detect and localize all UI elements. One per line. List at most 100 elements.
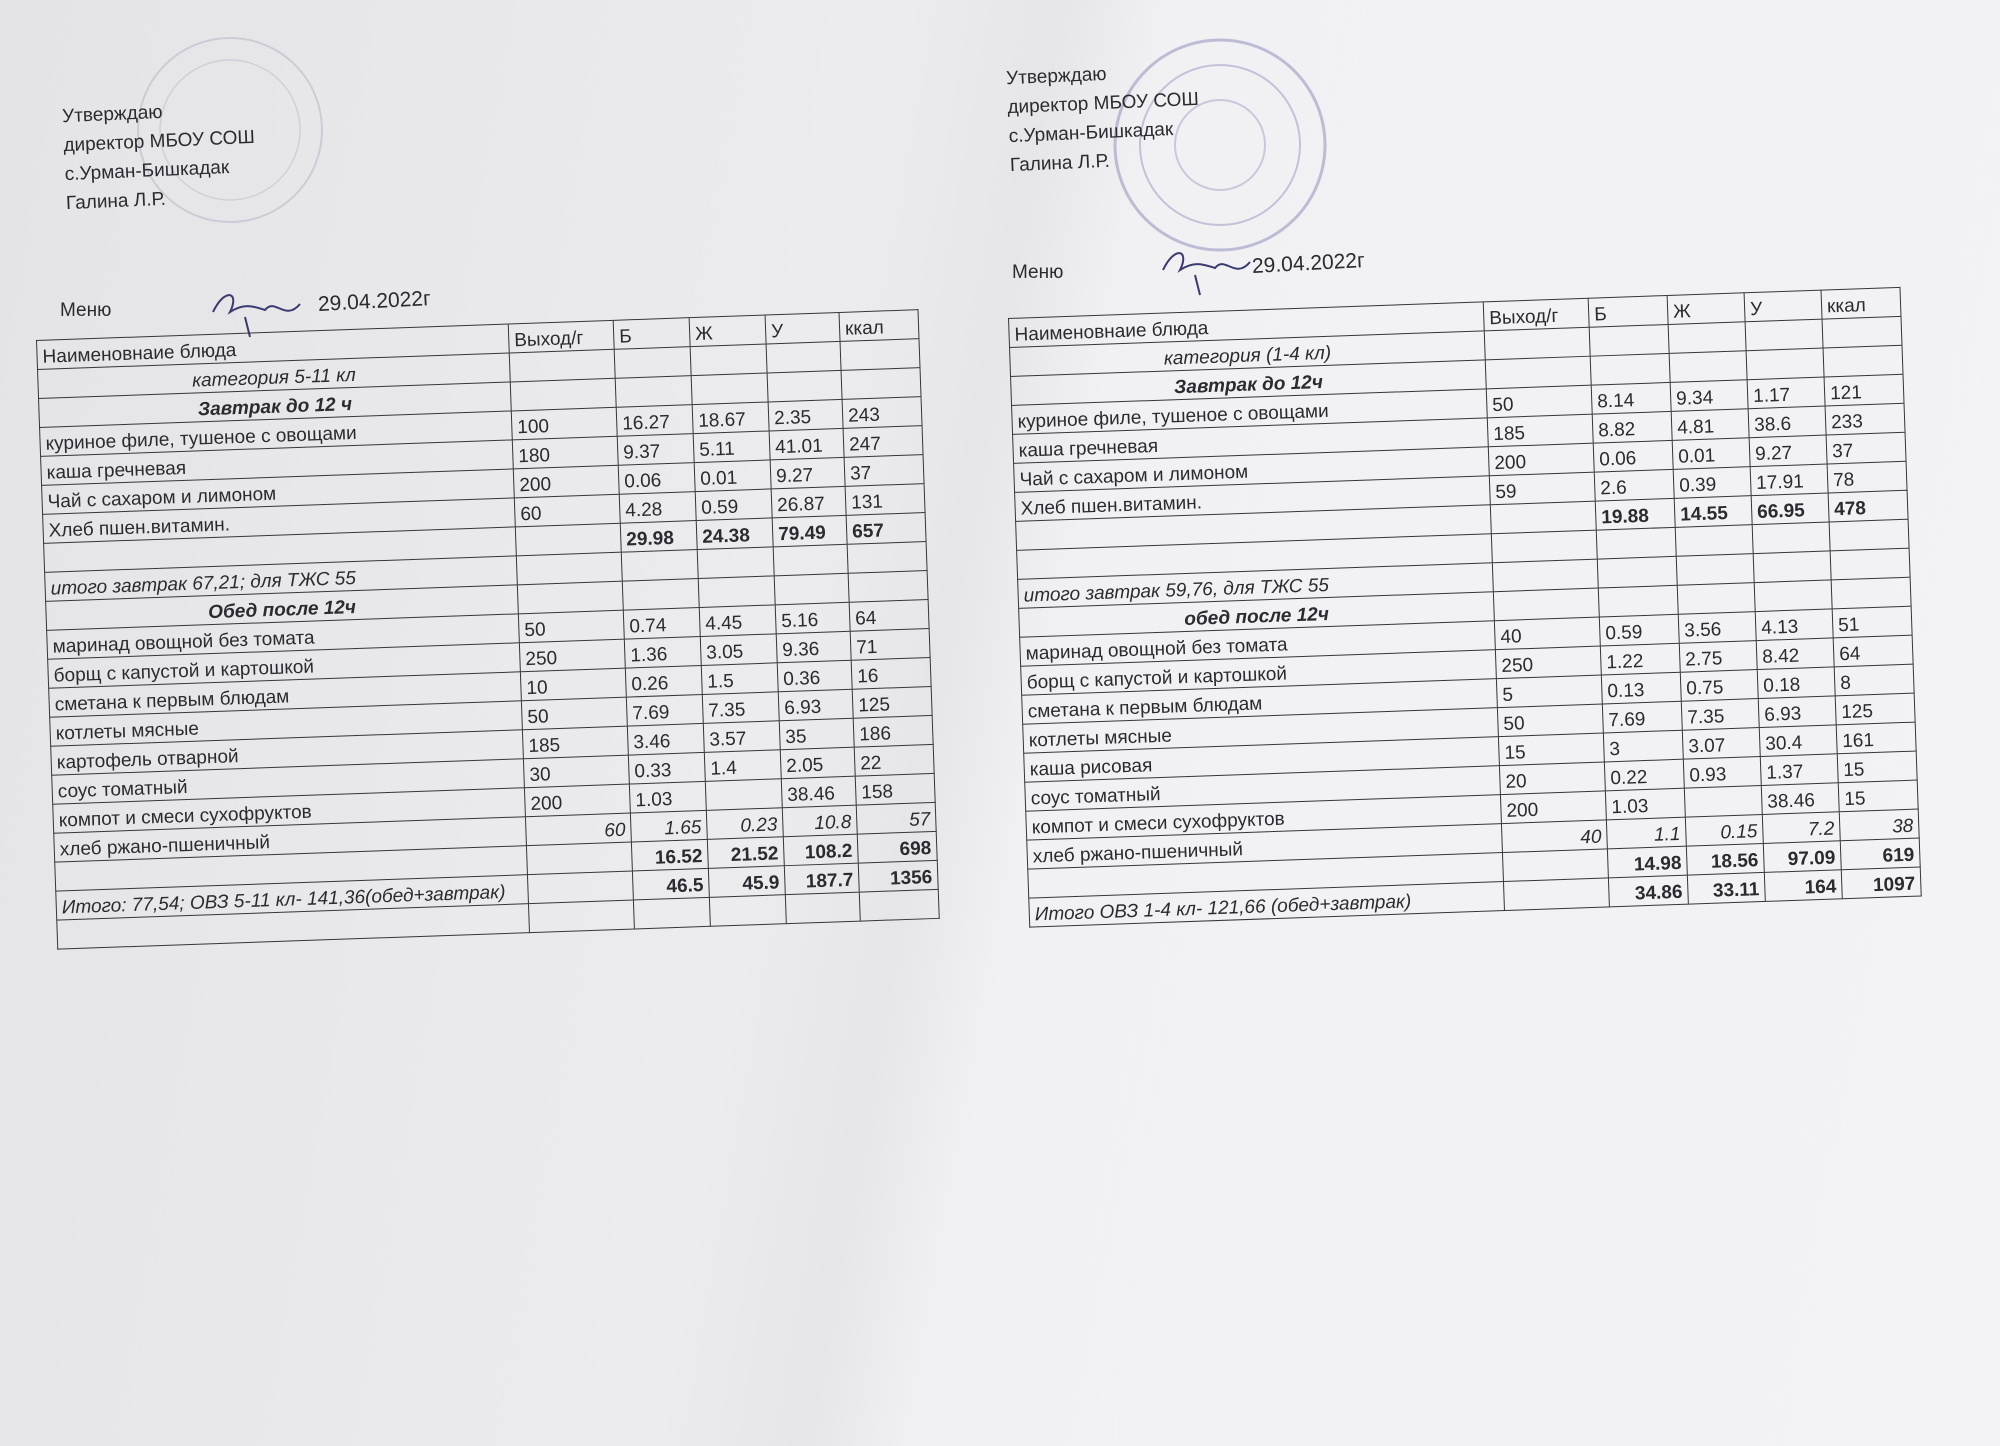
table-cell — [1492, 559, 1599, 592]
table-cell — [1752, 521, 1831, 554]
header-cell: ккал — [839, 309, 919, 342]
table-cell — [1493, 588, 1600, 621]
table-cell: 16.27 — [616, 404, 694, 437]
table-cell: 6.93 — [778, 689, 854, 721]
table-cell: 59 — [1489, 472, 1596, 505]
table-cell — [527, 871, 634, 904]
table-cell: 3.56 — [1678, 611, 1757, 644]
table-cell: 4.28 — [619, 491, 697, 524]
table-cell: 1.22 — [1600, 643, 1681, 676]
table-cell — [1596, 527, 1677, 560]
table-cell: 4.45 — [699, 604, 777, 637]
approval: Утверждаю директор МБОУ СОШ с.Урман-Бишк… — [62, 94, 258, 218]
table-cell: 657 — [846, 512, 927, 545]
table-cell: 16 — [851, 657, 932, 690]
table-cell — [709, 894, 787, 927]
table-cell: 9.36 — [776, 631, 852, 663]
table-cell: 97.09 — [1763, 840, 1842, 873]
table-cell — [698, 575, 776, 608]
table-cell: 15 — [1838, 780, 1919, 812]
table-cell: 35 — [779, 718, 855, 750]
table-cell — [1823, 345, 1904, 378]
table-cell: 8 — [1834, 664, 1915, 696]
table-cell — [785, 892, 861, 924]
table-cell: 22 — [854, 744, 935, 777]
header-cell: ккал — [1821, 287, 1901, 320]
table-cell: 247 — [843, 425, 924, 458]
table-cell — [697, 546, 775, 579]
table-cell: 200 — [1488, 443, 1595, 476]
table-cell: 187.7 — [784, 863, 860, 895]
table-cell — [1829, 519, 1910, 551]
table-cell: 64 — [1833, 635, 1914, 667]
header-cell: Ж — [1667, 292, 1746, 325]
header-cell: У — [765, 312, 841, 345]
table-cell: 131 — [845, 483, 926, 516]
table-cell — [840, 338, 921, 371]
table-cell: 0.22 — [1604, 759, 1685, 791]
header-cell: Ж — [689, 315, 767, 347]
table-cell: 0.75 — [1680, 669, 1759, 702]
table-cell — [773, 544, 849, 576]
table-cell: 30.4 — [1759, 724, 1838, 757]
table-cell: 185 — [522, 726, 629, 759]
table-cell — [1677, 582, 1756, 615]
table-cell: 0.23 — [706, 807, 784, 840]
table-cell: 250 — [1495, 646, 1602, 679]
table-cell — [509, 349, 616, 382]
table-cell — [1831, 577, 1912, 609]
table-cell — [1830, 548, 1911, 580]
table-cell: 0.59 — [695, 488, 773, 521]
table-cell — [766, 341, 842, 374]
table-cell: 41.01 — [769, 428, 845, 460]
table-cell — [859, 889, 940, 922]
table-cell — [621, 549, 699, 582]
table-cell: 18.67 — [692, 401, 770, 434]
table-cell — [691, 373, 769, 405]
table-cell: 9.27 — [770, 457, 846, 489]
table-cell: 8.14 — [1591, 382, 1672, 415]
table-cell: 37 — [844, 454, 925, 487]
table-cell: 619 — [1840, 838, 1921, 870]
table-cell — [1590, 353, 1671, 386]
stamp — [137, 37, 323, 223]
table-cell: 180 — [512, 436, 619, 469]
table-cell: 38.46 — [781, 776, 857, 808]
table-cell: 250 — [519, 639, 626, 672]
table-cell: 79.49 — [772, 515, 848, 547]
table-cell: 200 — [524, 784, 631, 817]
table-cell: 66.95 — [1751, 492, 1830, 525]
table-cell — [841, 367, 922, 400]
table-cell — [614, 346, 692, 379]
menu-label: Меню — [60, 300, 112, 321]
table-cell: 108.2 — [783, 834, 859, 866]
table-cell — [1589, 324, 1670, 357]
table-cell: 64 — [849, 599, 930, 632]
table-cell: 57 — [856, 802, 937, 835]
table-cell: 10.8 — [782, 805, 858, 837]
approval: Утверждаю директор МБОУ СОШ с.Урман-Бишк… — [1006, 56, 1202, 180]
table-cell: 15 — [1498, 732, 1605, 766]
header-cell: Б — [613, 317, 691, 350]
table-cell: 14.98 — [1607, 846, 1688, 878]
table-cell: 3.07 — [1682, 727, 1761, 760]
table-cell: 3 — [1603, 730, 1684, 762]
table-cell — [1822, 316, 1902, 349]
table-cell — [1485, 356, 1592, 389]
table-cell — [847, 541, 928, 574]
table-cell: 0.15 — [1685, 814, 1764, 847]
table-cell: 9.37 — [617, 433, 695, 466]
table-cell: 1097 — [1841, 866, 1922, 899]
table-cell: 1.03 — [629, 781, 707, 814]
table-cell — [705, 778, 783, 811]
table-cell: 3.57 — [703, 720, 781, 753]
table-cell: 50 — [1497, 703, 1604, 737]
table-cell — [1669, 350, 1748, 383]
right-document: Утверждаю директор МБОУ СОШ с.Урман-Бишк… — [1000, 0, 2000, 1446]
table-cell: 9.27 — [1749, 435, 1828, 467]
table-cell: 8.82 — [1592, 411, 1673, 444]
table-cell: 50 — [1486, 385, 1593, 418]
table-cell: 17.91 — [1750, 464, 1829, 496]
